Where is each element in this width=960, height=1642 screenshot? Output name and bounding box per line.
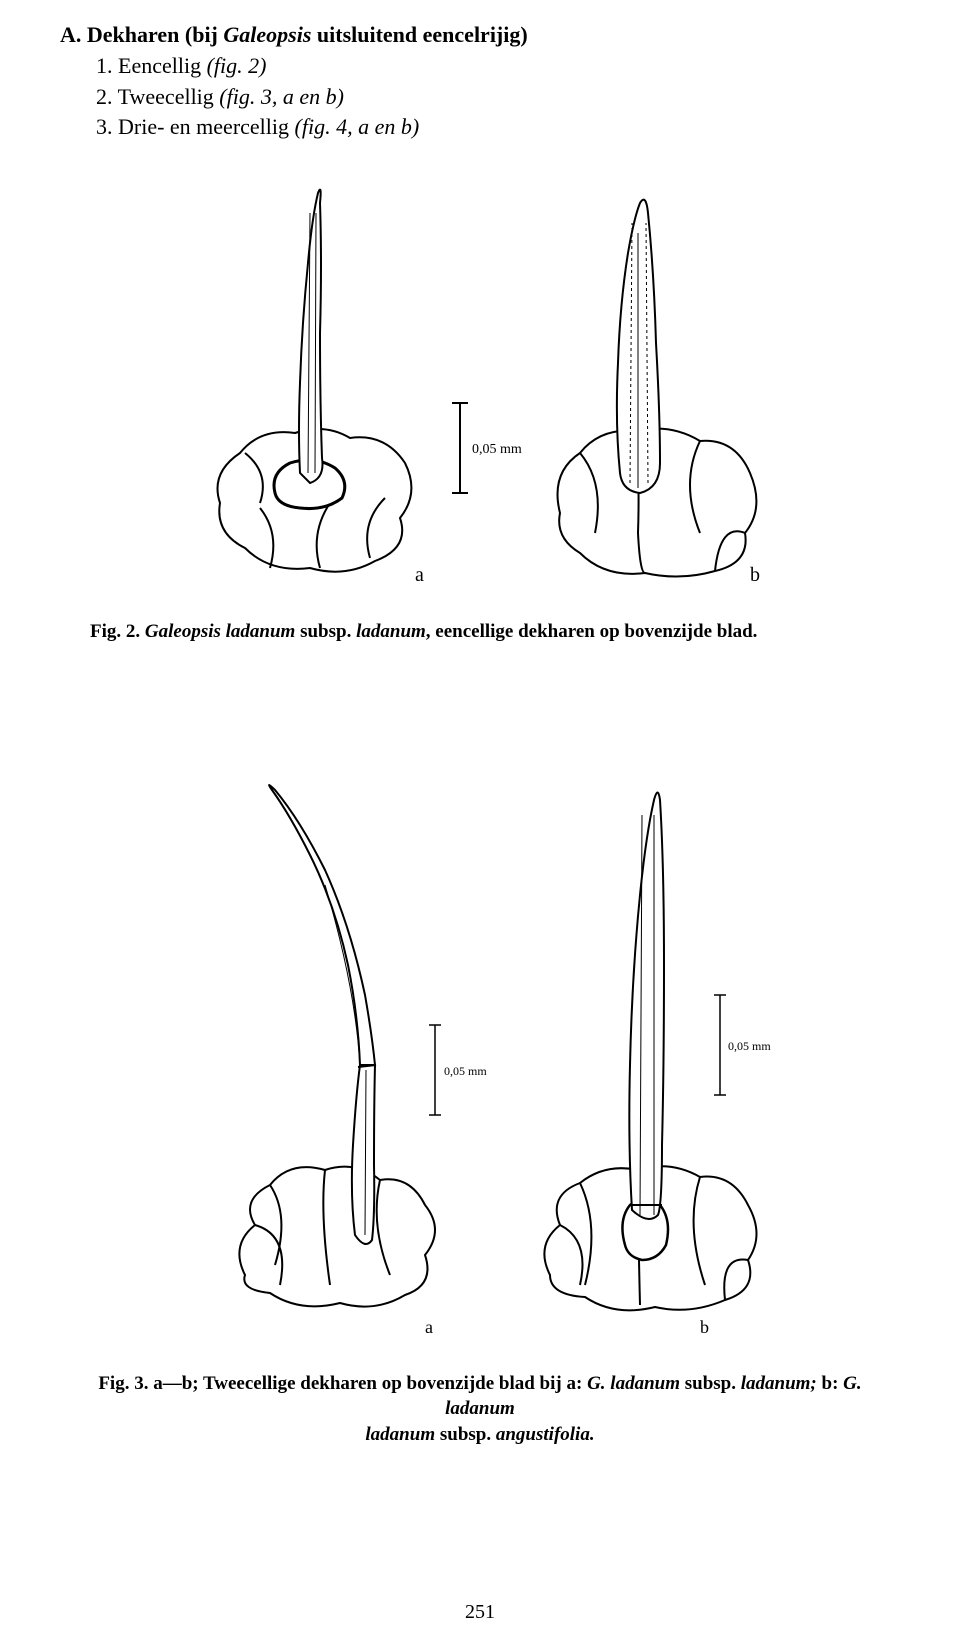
item-ref: (fig. 4, a en b): [295, 114, 420, 139]
figure-2: a 0,05 mm b: [60, 173, 900, 603]
fig3-cap-prefix: Fig. 3. a—b; Tweecellige dekharen op bov…: [98, 1373, 587, 1394]
item-text: Tweecellig: [118, 84, 220, 109]
figure-2-caption: Fig. 2. Galeopsis ladanum subsp. ladanum…: [90, 619, 900, 645]
heading-bold: Dekharen (bij: [87, 22, 224, 47]
fig2-scale-label: 0,05 mm: [472, 442, 522, 457]
item-num: 3.: [96, 114, 113, 139]
heading-letter: A.: [60, 22, 81, 47]
item-ref: (fig. 3, a en b): [219, 84, 344, 109]
figure-3-svg: 0,05 mm a 0,05 mm b: [160, 765, 800, 1355]
figure-3-caption: Fig. 3. a—b; Tweecellige dekharen op bov…: [60, 1371, 900, 1448]
fig2-cap-tail: , eencellige dekharen op bovenzijde blad…: [426, 621, 758, 642]
list-item-2: 2. Tweecellig (fig. 3, a en b): [96, 82, 900, 113]
fig3-cap-mid2: b:: [817, 1373, 843, 1394]
fig2-label-a: a: [415, 564, 424, 586]
page-number: 251: [0, 1601, 960, 1624]
fig3-cap-sp1: G. ladanum: [587, 1373, 680, 1394]
fig3-cap-mid3: subsp.: [435, 1424, 496, 1445]
item-text: Eencellig: [118, 53, 207, 78]
spacer: [60, 645, 900, 735]
fig3-cap-sub2: angustifolia.: [496, 1424, 595, 1445]
fig2-label-b: b: [750, 564, 760, 586]
list-item-1: 1. Eencellig (fig. 2): [96, 51, 900, 82]
item-num: 2.: [96, 84, 113, 109]
fig3-label-b: b: [700, 1317, 709, 1337]
item-num: 1.: [96, 53, 113, 78]
fig2-cap-subsp: ladanum: [356, 621, 426, 642]
fig3-label-a: a: [425, 1317, 433, 1337]
heading-main: A. Dekharen (bij Galeopsis uitsluitend e…: [60, 20, 900, 51]
fig3-cap-mid1: subsp.: [680, 1373, 741, 1394]
figure-3: 0,05 mm a 0,05 mm b: [60, 765, 900, 1355]
fig3-cap-sub1: ladanum;: [741, 1373, 817, 1394]
figure-2-svg: a 0,05 mm b: [160, 173, 800, 603]
heading-tail: uitsluitend eencelrijig): [311, 22, 527, 47]
item-text: Drie- en meercellig: [118, 114, 295, 139]
item-ref: (fig. 2): [207, 53, 267, 78]
section-heading: A. Dekharen (bij Galeopsis uitsluitend e…: [60, 20, 900, 143]
fig2-cap-prefix: Fig. 2.: [90, 621, 145, 642]
heading-italic: Galeopsis: [223, 22, 311, 47]
fig2-cap-mid: subsp.: [295, 621, 356, 642]
fig2-cap-species: Galeopsis ladanum: [145, 621, 295, 642]
fig3-scale-a: 0,05 mm: [444, 1064, 487, 1078]
list-item-3: 3. Drie- en meercellig (fig. 4, a en b): [96, 112, 900, 143]
fig3-scale-b: 0,05 mm: [728, 1039, 771, 1053]
fig3-cap-sp2b: ladanum: [365, 1424, 435, 1445]
